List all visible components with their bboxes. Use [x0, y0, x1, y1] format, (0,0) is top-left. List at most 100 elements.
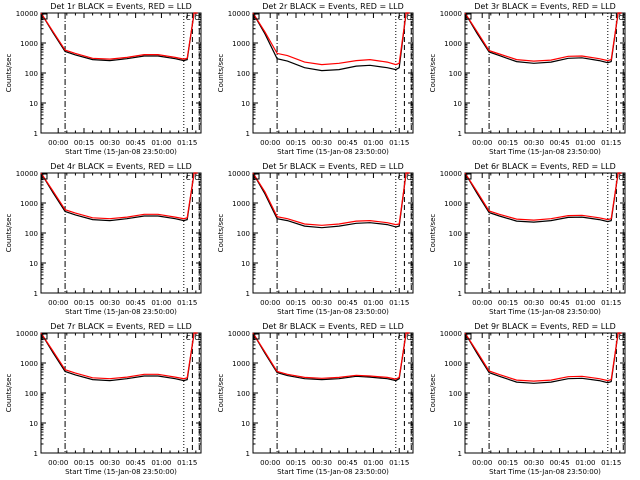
x-tick-label: 00:00: [260, 459, 280, 467]
o-marker: O: [618, 334, 624, 342]
y-tick-label: 1: [246, 290, 250, 298]
y-tick-label: 100: [237, 390, 250, 398]
lld-series-line: [464, 172, 622, 221]
lld-series-line: [40, 172, 198, 220]
panel: Det 3r BLACK = Events, RED = LLD 1 10 100 10…: [429, 2, 626, 156]
events-series-line: [252, 12, 410, 72]
x-tick-label: 01:00: [575, 299, 595, 307]
c-marker: C: [186, 334, 191, 342]
y-tick-label: 100: [237, 70, 250, 78]
o-marker: O: [194, 174, 200, 182]
panel: Det 2r BLACK = Events, RED = LLD 1 10 100 10…: [217, 2, 414, 156]
y-tick-label: 1000: [232, 360, 250, 368]
x-tick-label: 00:00: [472, 299, 492, 307]
x-tick-label: 00:30: [100, 139, 120, 147]
x-tick-label: 00:30: [312, 139, 332, 147]
events-series-line: [464, 332, 622, 384]
y-tick-label: 100: [449, 230, 462, 238]
x-tick-label: 00:15: [286, 139, 306, 147]
x-tick-label: 00:15: [74, 299, 94, 307]
y-axis-label: Counts/sec: [217, 214, 225, 253]
y-tick-label: 1000: [444, 200, 462, 208]
panel-title: Det 3r BLACK = Events, RED = LLD: [474, 2, 616, 11]
square-marker: [465, 173, 472, 180]
x-axis-label: Start Time (15-Jan-08 23:50:00): [65, 308, 177, 316]
y-tick-label: 1000: [20, 200, 38, 208]
lld-series-line: [464, 332, 622, 382]
x-tick-label: 01:00: [151, 459, 171, 467]
x-tick-label: 00:30: [524, 139, 544, 147]
x-tick-label: 00:00: [260, 139, 280, 147]
y-tick-label: 1000: [232, 40, 250, 48]
y-tick-label: 10: [453, 420, 462, 428]
o-marker: O: [618, 174, 624, 182]
x-tick-label: 00:45: [338, 139, 358, 147]
x-tick-label: 00:30: [100, 299, 120, 307]
y-tick-label: 10000: [228, 330, 250, 338]
y-tick-label: 1: [458, 450, 462, 458]
y-axis-label: Counts/sec: [217, 54, 225, 93]
x-tick-label: 01:00: [151, 299, 171, 307]
y-tick-label: 1: [34, 450, 38, 458]
c-marker: C: [398, 174, 403, 182]
x-tick-label: 01:15: [389, 139, 409, 147]
x-axis-label: Start Time (15-Jan-08 23:50:00): [65, 148, 177, 156]
y-tick-label: 10000: [16, 10, 38, 18]
panel-title: Det 6r BLACK = Events, RED = LLD: [474, 162, 616, 171]
x-tick-label: 00:45: [338, 299, 358, 307]
o-marker: O: [406, 174, 412, 182]
x-tick-label: 00:15: [498, 459, 518, 467]
panel: Det 4r BLACK = Events, RED = LLD 1 10 100 10…: [5, 162, 202, 316]
y-axis-label: Counts/sec: [429, 214, 437, 253]
x-axis-label: Start Time (15-Jan-08 23:50:00): [65, 468, 177, 476]
x-tick-label: 01:00: [151, 139, 171, 147]
panel: Det 9r BLACK = Events, RED = LLD 1 10 100 10…: [429, 322, 626, 476]
y-axis-label: Counts/sec: [5, 374, 13, 413]
y-axis-label: Counts/sec: [5, 214, 13, 253]
c-marker: C: [610, 174, 615, 182]
x-axis-label: Start Time (15-Jan-08 23:50:00): [277, 308, 389, 316]
panel: Det 5r BLACK = Events, RED = LLD 1 10 100 10…: [217, 162, 414, 316]
x-tick-label: 00:45: [338, 459, 358, 467]
x-tick-label: 00:45: [126, 299, 146, 307]
x-axis-label: Start Time (15-Jan-08 23:50:00): [489, 308, 601, 316]
panel-title: Det 1r BLACK = Events, RED = LLD: [50, 2, 192, 11]
y-tick-label: 1: [246, 130, 250, 138]
x-tick-label: 00:45: [550, 139, 570, 147]
x-tick-label: 01:00: [363, 459, 383, 467]
x-tick-label: 01:15: [177, 299, 197, 307]
square-marker: [253, 13, 260, 20]
events-series-line: [252, 172, 410, 229]
o-marker: O: [406, 14, 412, 22]
panel-title: Det 9r BLACK = Events, RED = LLD: [474, 322, 616, 331]
y-axis-label: Counts/sec: [429, 54, 437, 93]
square-marker: [465, 13, 472, 20]
y-tick-label: 1000: [20, 360, 38, 368]
x-tick-label: 00:15: [498, 139, 518, 147]
y-tick-label: 10000: [228, 10, 250, 18]
c-marker: C: [398, 14, 403, 22]
x-tick-label: 01:15: [601, 459, 621, 467]
y-tick-label: 1000: [444, 360, 462, 368]
square-marker: [465, 333, 472, 340]
x-tick-label: 00:30: [312, 459, 332, 467]
c-marker: C: [610, 334, 615, 342]
x-tick-label: 01:15: [389, 459, 409, 467]
x-tick-label: 01:15: [601, 139, 621, 147]
panel: Det 8r BLACK = Events, RED = LLD 1 10 100 10…: [217, 322, 414, 476]
y-tick-label: 10: [453, 100, 462, 108]
x-tick-label: 01:15: [389, 299, 409, 307]
x-tick-label: 01:00: [575, 459, 595, 467]
y-tick-label: 100: [449, 70, 462, 78]
lld-series-line: [252, 12, 410, 66]
y-tick-label: 10000: [440, 10, 462, 18]
o-marker: O: [194, 334, 200, 342]
y-tick-label: 100: [25, 230, 38, 238]
c-marker: C: [398, 334, 403, 342]
square-marker: [41, 173, 48, 180]
x-tick-label: 00:00: [48, 139, 68, 147]
x-axis-label: Start Time (15-Jan-08 23:50:00): [489, 468, 601, 476]
x-tick-label: 00:15: [286, 459, 306, 467]
panel-title: Det 8r BLACK = Events, RED = LLD: [262, 322, 404, 331]
